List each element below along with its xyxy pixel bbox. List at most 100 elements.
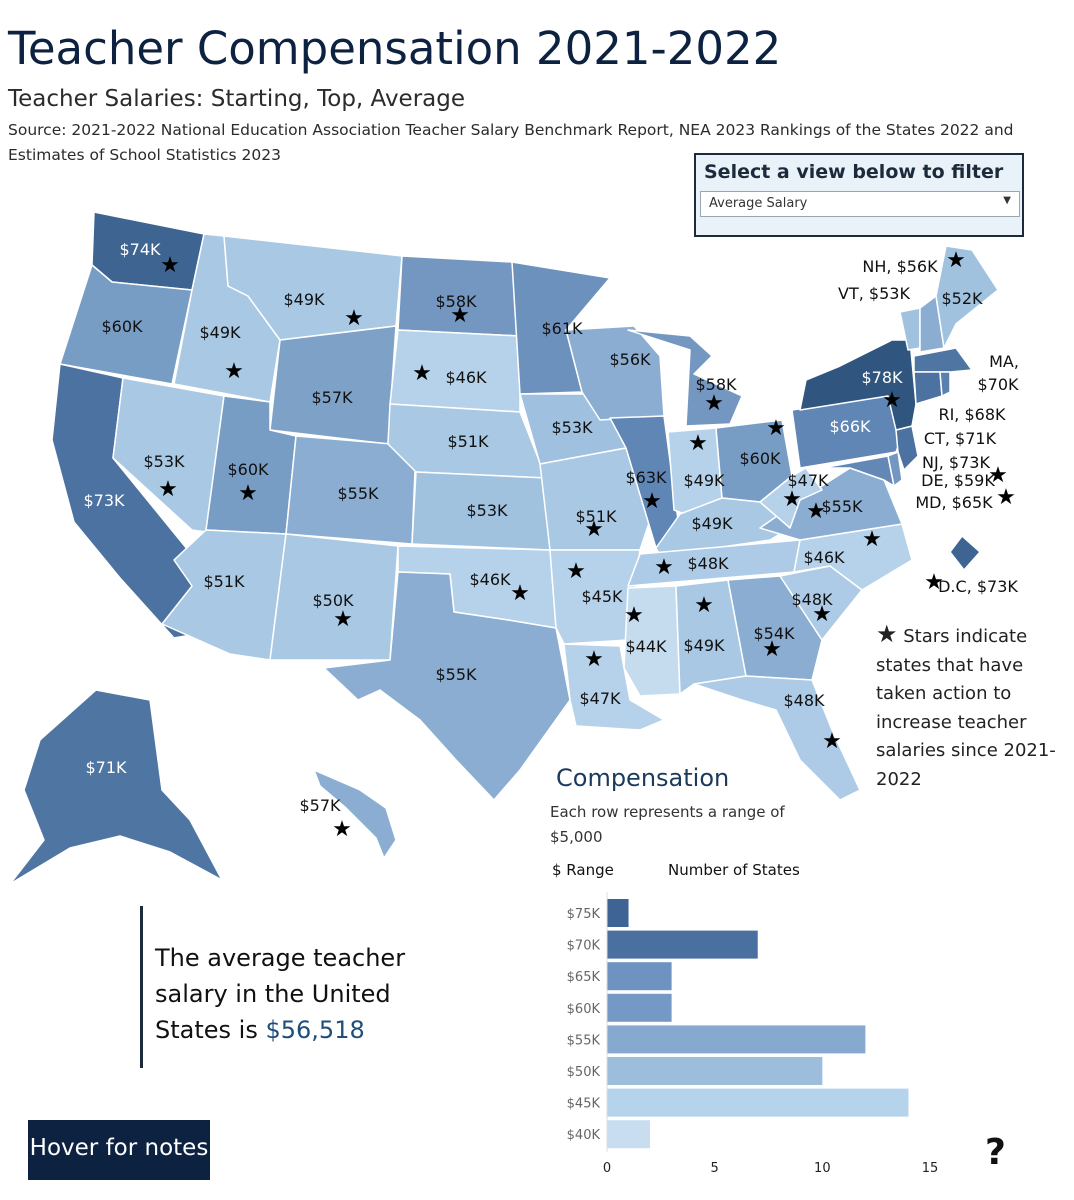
star-icon: ★ xyxy=(333,607,353,632)
star-icon: ★ xyxy=(510,581,530,606)
state-me[interactable] xyxy=(935,245,999,349)
map-label-md: MD, $65K xyxy=(915,493,993,512)
map-label-ne: $51K xyxy=(447,432,489,451)
map-label-al: $49K xyxy=(683,636,725,655)
source-note: Source: 2021-2022 National Education Ass… xyxy=(8,121,1014,164)
state-wv[interactable] xyxy=(759,467,823,529)
filter-panel: Select a view below to filter Average Sa… xyxy=(694,153,1024,237)
map-label-ia: $53K xyxy=(551,418,593,437)
map-label-az: $51K xyxy=(203,572,245,591)
help-icon[interactable]: ? xyxy=(985,1132,1006,1173)
y-tick-label: $60K xyxy=(567,1002,601,1017)
x-axis-header: Number of States xyxy=(668,861,800,879)
y-tick-label: $45K xyxy=(567,1097,601,1112)
map-label-ar: $45K xyxy=(581,587,623,606)
map-label-vt: VT, $53K xyxy=(838,284,910,303)
state-ga[interactable] xyxy=(727,575,823,681)
star-icon: ★ xyxy=(806,499,826,524)
map-label-ok: $46K xyxy=(469,570,511,589)
map-label-wa: $74K xyxy=(119,240,161,259)
star-legend-text: Stars indicate states that have taken ac… xyxy=(876,626,1056,790)
state-or[interactable] xyxy=(59,264,193,385)
map-label-ut: $60K xyxy=(227,460,269,479)
map-label-sd: $46K xyxy=(445,368,487,387)
histogram-bar[interactable] xyxy=(607,1025,866,1054)
map-label-nj: NJ, $73K xyxy=(922,453,990,472)
national-average-value: $56,518 xyxy=(265,1016,365,1044)
star-icon: ★ xyxy=(782,487,802,512)
state-fl[interactable] xyxy=(693,675,861,801)
map-label-ca: $73K xyxy=(83,491,125,510)
star-icon: ★ xyxy=(996,485,1016,510)
map-label-hi: $57K xyxy=(299,796,341,815)
histogram-bar[interactable] xyxy=(607,962,672,991)
map-label-nm: $50K xyxy=(312,591,354,610)
state-ny[interactable] xyxy=(799,339,917,431)
state-md[interactable] xyxy=(821,455,895,487)
star-icon: ★ xyxy=(882,388,902,413)
histogram-bar[interactable] xyxy=(607,930,758,959)
star-icon: ★ xyxy=(450,303,470,328)
map-label-wi: $56K xyxy=(609,350,651,369)
map-label-nh: NH, $56K xyxy=(862,257,938,276)
map-label-nd: $58K xyxy=(435,292,477,311)
star-icon: ★ xyxy=(704,391,724,416)
state-nv[interactable] xyxy=(112,377,225,533)
histogram-bar[interactable] xyxy=(607,1120,651,1149)
chart-title: Compensation xyxy=(556,764,730,792)
map-label-nv: $53K xyxy=(143,452,185,471)
star-icon: ★ xyxy=(642,489,662,514)
map-label-wv: $47K xyxy=(787,471,829,490)
map-label-la: $47K xyxy=(579,689,621,708)
chevron-down-icon[interactable]: ▼ xyxy=(1003,195,1011,206)
state-ct[interactable] xyxy=(913,371,943,405)
state-ak[interactable] xyxy=(9,689,223,885)
state-hi[interactable] xyxy=(313,769,397,859)
map-label-ks: $53K xyxy=(466,501,508,520)
star-icon: ★ xyxy=(624,603,644,628)
star-icon: ★ xyxy=(412,361,432,386)
map-label-ak: $71K xyxy=(85,758,127,777)
map-label-me: $52K xyxy=(941,289,983,308)
state-wy[interactable] xyxy=(269,325,397,445)
y-tick-label: $65K xyxy=(567,970,601,985)
state-ma[interactable] xyxy=(913,347,973,373)
state-la[interactable] xyxy=(563,643,665,731)
map-label-co: $55K xyxy=(337,484,379,503)
map-label-mn: $61K xyxy=(541,319,583,338)
map-label-ms: $44K xyxy=(625,637,667,656)
state-mo[interactable] xyxy=(539,447,651,551)
map-label-tn: $48K xyxy=(687,554,729,573)
state-tx[interactable] xyxy=(323,571,571,801)
star-icon: ★ xyxy=(238,481,258,506)
map-label-or: $60K xyxy=(101,317,143,336)
state-ar[interactable] xyxy=(549,549,641,645)
state-dc[interactable] xyxy=(949,535,981,571)
star-icon: ★ xyxy=(762,637,782,662)
map-label-fl: $48K xyxy=(783,691,825,710)
map-label-id: $49K xyxy=(199,323,241,342)
histogram-bar[interactable] xyxy=(607,899,629,927)
histogram-bar[interactable] xyxy=(607,1088,909,1117)
map-label-ct: CT, $71K xyxy=(924,429,997,448)
x-tick-label: 0 xyxy=(603,1161,611,1176)
hover-for-notes-button[interactable]: Hover for notes xyxy=(28,1120,210,1180)
national-average-text: The average teacher salary in the United… xyxy=(155,944,406,1044)
map-label-ma-value: $70K xyxy=(977,375,1019,394)
state-mi[interactable] xyxy=(627,329,743,427)
state-de[interactable] xyxy=(887,451,903,487)
map-label-mo: $51K xyxy=(575,507,617,526)
y-tick-label: $55K xyxy=(567,1033,601,1048)
star-icon: ★ xyxy=(694,593,714,618)
y-tick-label: $75K xyxy=(567,907,601,922)
histogram-bar[interactable] xyxy=(607,993,672,1022)
histogram-bar[interactable] xyxy=(607,1057,823,1085)
filter-label: Select a view below to filter xyxy=(704,161,1004,183)
view-select[interactable]: Average Salary ▼ xyxy=(700,191,1020,217)
state-ms[interactable] xyxy=(623,585,681,697)
state-ri[interactable] xyxy=(939,371,951,397)
star-legend: ★ Stars indicate states that have taken … xyxy=(876,620,1056,794)
map-label-ny: $78K xyxy=(861,368,903,387)
map-label-tx: $55K xyxy=(435,665,477,684)
star-icon: ★ xyxy=(584,517,604,542)
